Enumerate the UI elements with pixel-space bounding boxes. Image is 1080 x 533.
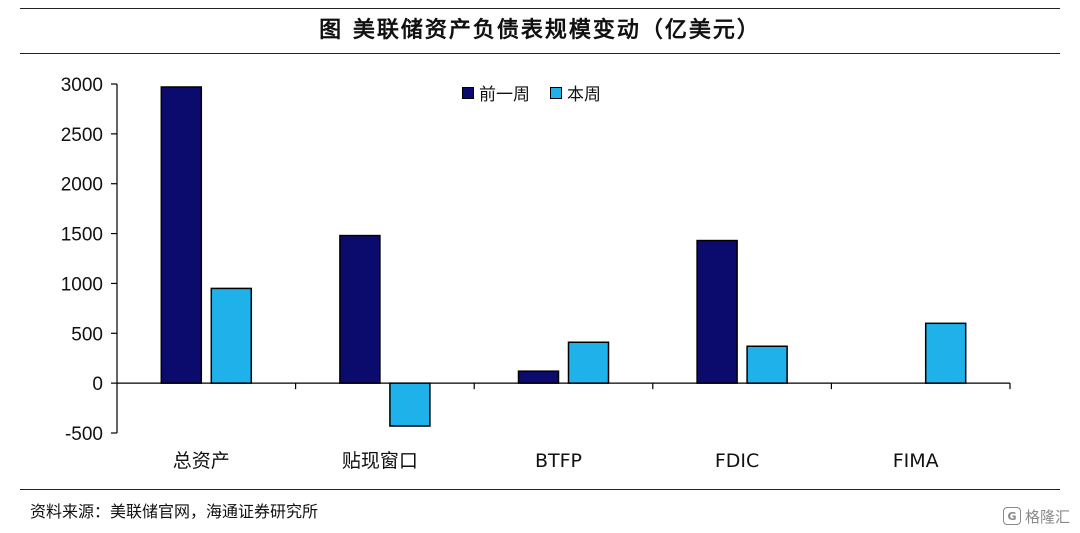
source-rule [20, 489, 1060, 490]
chart-title: 图 美联储资产负债表规模变动（亿美元） [319, 18, 761, 43]
legend-label-curr: 本周 [567, 85, 601, 105]
legend-swatch-curr [550, 86, 562, 99]
bar-prev-3 [696, 239, 738, 384]
bar-curr-2 [567, 341, 610, 384]
bar-curr-4 [924, 322, 967, 384]
y-tick-label: 2000 [61, 175, 103, 196]
y-tick-label: 2500 [61, 125, 103, 146]
legend: 前一周 本周 [462, 80, 621, 105]
bar-prev-0 [160, 86, 203, 384]
y-tick-label: 1500 [61, 225, 103, 246]
bar-prev-1 [339, 234, 381, 384]
legend-item-prev: 前一周 [462, 80, 530, 105]
title-bottom-rule [20, 53, 1060, 54]
y-tick-label: 500 [71, 324, 103, 345]
legend-item-curr: 本周 [550, 80, 601, 105]
x-tick-label: FIMA [893, 450, 939, 472]
bar-prev-2 [517, 370, 560, 384]
x-tick-label: 总资产 [173, 450, 230, 472]
bar-curr-3 [746, 345, 788, 384]
legend-label-prev: 前一周 [479, 85, 530, 105]
watermark: G 格隆汇 [1003, 503, 1070, 529]
x-tick-label: 贴现窗口 [342, 450, 418, 472]
title-top-rule [20, 8, 1060, 9]
y-tick-label: 0 [92, 374, 103, 395]
y-tick-label: 3000 [61, 75, 103, 96]
y-tick-label: -500 [65, 424, 103, 445]
watermark-text: 格隆汇 [1025, 507, 1071, 526]
bar-curr-1 [389, 382, 431, 427]
bar-curr-0 [210, 287, 253, 384]
watermark-logo-icon: G [1003, 507, 1021, 525]
x-tick-label: BTFP [535, 450, 582, 472]
legend-swatch-prev [462, 86, 474, 99]
source-note: 资料来源：美联储官网，海通证券研究所 [30, 502, 319, 521]
y-tick-label: 1000 [61, 274, 103, 295]
x-tick-label: FDIC [715, 450, 759, 472]
